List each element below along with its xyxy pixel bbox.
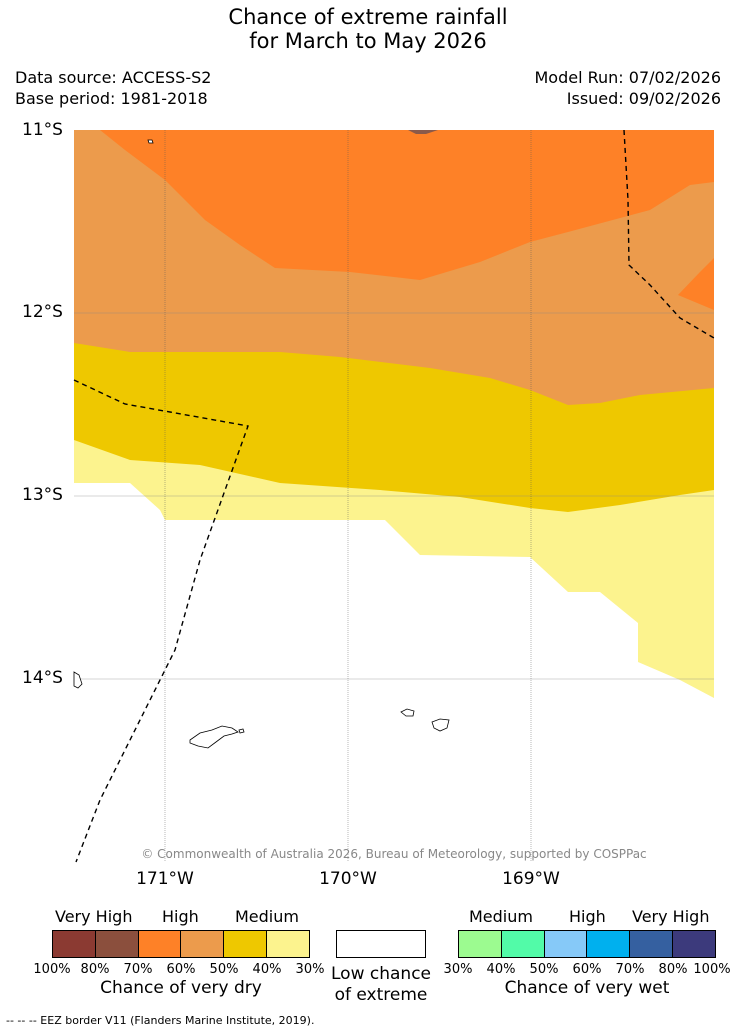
wet-swatch: [673, 931, 715, 957]
base-period: Base period: 1981-2018: [15, 89, 208, 108]
region-dry-60-70: [100, 130, 714, 280]
wet-tick: 80%: [658, 962, 688, 977]
wet-header-very-high: Very High: [632, 907, 710, 926]
lat-label-14s: 14°S: [22, 668, 63, 688]
meta-left: Data source: ACCESS-S2 Base period: 1981…: [15, 67, 211, 109]
dry-swatch: [181, 931, 225, 957]
dry-swatch: [267, 931, 309, 957]
island-ofu: [400, 708, 415, 717]
wet-swatch: [630, 931, 674, 957]
dry-swatch: [138, 931, 182, 957]
wet-legend-title: Chance of very wet: [504, 978, 670, 998]
eez-footer-note: -- -- -- EEZ border V11 (Flanders Marine…: [6, 1014, 315, 1027]
dry-swatch: [95, 931, 139, 957]
low-chance-line1: Low chance: [331, 964, 431, 984]
island-west: [73, 671, 83, 689]
lat-label-11s: 11°S: [22, 120, 63, 140]
model-run: Model Run: 07/02/2026: [534, 68, 722, 87]
wet-swatch: [501, 931, 545, 957]
low-chance-line2: of extreme: [334, 985, 428, 1005]
wet-header-medium: Medium: [469, 907, 533, 926]
meta-right: Model Run: 07/02/2026 Issued: 09/02/2026: [535, 67, 722, 109]
lon-label-171w: 171°W: [136, 869, 194, 889]
region-dry-60-70-east: [678, 258, 714, 310]
dry-tick: 50%: [209, 962, 239, 977]
dry-header-high: High: [162, 907, 199, 926]
wet-swatch: [459, 931, 502, 957]
wet-swatch: [587, 931, 631, 957]
wet-tick: 50%: [529, 962, 559, 977]
issued-date: Issued: 09/02/2026: [566, 89, 721, 108]
eez-border: [73, 129, 715, 863]
dry-tick: 30%: [295, 962, 325, 977]
island-tau: [431, 718, 450, 732]
low-chance-title: Low chance of extreme: [318, 964, 444, 1006]
lon-label-169w: 169°W: [502, 869, 560, 889]
wet-header-high: High: [569, 907, 606, 926]
dry-tick: 80%: [80, 962, 110, 977]
region-dry-80: [408, 130, 438, 134]
dry-tick: 100%: [33, 962, 71, 977]
wet-colorbar: [458, 930, 716, 958]
rainfall-map: [73, 129, 715, 863]
island-aunuu: [238, 728, 245, 734]
dry-swatch: [224, 931, 268, 957]
lon-label-170w: 170°W: [319, 869, 377, 889]
lat-label-12s: 12°S: [22, 302, 63, 322]
wet-tick: 60%: [572, 962, 602, 977]
islands: [73, 139, 450, 749]
data-source: Data source: ACCESS-S2: [15, 68, 212, 87]
dry-tick: 70%: [123, 962, 153, 977]
wet-swatch: [544, 931, 588, 957]
dry-swatch: [53, 931, 96, 957]
title-line-1: Chance of extreme rainfall: [228, 5, 508, 29]
dry-tick: 60%: [166, 962, 196, 977]
dry-header-medium: Medium: [235, 907, 299, 926]
dry-header-very-high: Very High: [55, 907, 133, 926]
wet-tick: 30%: [443, 962, 473, 977]
dry-legend-title: Chance of very dry: [100, 978, 262, 998]
island-north-islet: [147, 139, 154, 144]
island-tutuila: [189, 725, 239, 749]
wet-tick: 40%: [486, 962, 516, 977]
title-line-2: for March to May 2026: [249, 29, 487, 53]
copyright: © Commonwealth of Australia 2026, Bureau…: [141, 847, 647, 861]
dry-tick: 40%: [252, 962, 282, 977]
low-chance-swatch: [336, 930, 426, 958]
wet-tick: 100%: [693, 962, 731, 977]
dry-colorbar: [52, 930, 310, 958]
lat-label-13s: 13°S: [22, 485, 63, 505]
graticule: [74, 130, 714, 862]
wet-tick: 70%: [615, 962, 645, 977]
